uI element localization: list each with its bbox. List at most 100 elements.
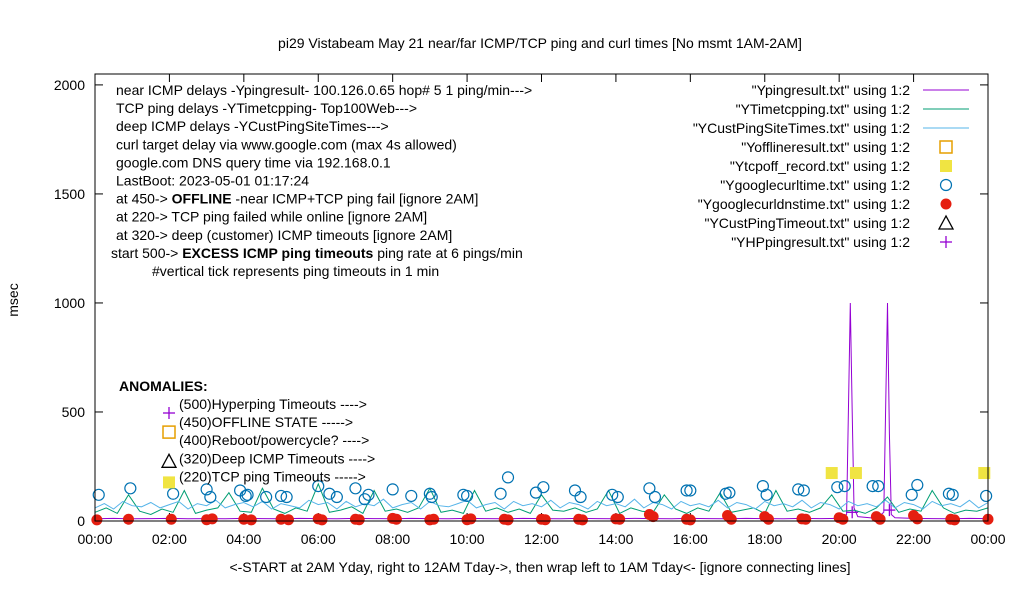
anomaly-label: (320)Deep ICMP Timeouts ----> [179, 450, 375, 466]
data-point [330, 490, 343, 504]
marker-shape [949, 514, 961, 526]
marker-shape [760, 488, 773, 501]
marker-shape [423, 487, 436, 500]
data-point [529, 486, 543, 499]
marker-shape [280, 490, 293, 504]
legend-marker [940, 160, 952, 172]
marker-shape [241, 488, 254, 501]
anomaly-label: (450)OFFLINE STATE -----> [179, 414, 353, 430]
data-point [91, 514, 103, 526]
data-point [762, 513, 774, 525]
x-tick-label: 02:00 [152, 531, 187, 547]
note-line: at 220-> TCP ping failed while online [i… [116, 209, 427, 225]
marker-shape [614, 513, 626, 525]
marker-shape [723, 486, 736, 499]
note-line: #vertical tick represents ping timeouts … [152, 263, 439, 279]
marker-shape [872, 480, 885, 493]
marker-shape [529, 486, 543, 499]
data-point [423, 487, 436, 500]
note-part: curl target delay via www.google.com (ma… [116, 136, 457, 152]
data-point [760, 488, 773, 501]
marker-shape [849, 467, 862, 480]
series-6 [846, 504, 896, 519]
marker-shape [874, 513, 886, 525]
data-point [680, 484, 693, 497]
note-part: at 320-> deep (customer) ICMP timeouts [… [116, 227, 452, 243]
annotation-notes: near ICMP delays -Ypingresult- 100.126.0… [111, 82, 532, 279]
marker-shape [792, 483, 805, 496]
data-point [883, 504, 896, 517]
marker-shape [684, 484, 697, 497]
marker-shape [574, 490, 587, 504]
note-line: curl target delay via www.google.com (ma… [116, 136, 457, 152]
marker-shape [465, 513, 477, 525]
data-marks [91, 302, 994, 526]
data-point [643, 482, 656, 495]
legend-label: "YCustPingTimeout.txt" using 1:2 [704, 215, 910, 231]
data-point [723, 486, 736, 499]
data-point [537, 481, 550, 494]
x-tick-label: 18:00 [747, 531, 782, 547]
data-point [797, 484, 810, 497]
data-point [362, 488, 375, 501]
note-part: near ICMP delays -Ypingresult- 100.126.0… [116, 82, 532, 98]
note-line: LastBoot: 2023-05-01 01:17:24 [116, 173, 309, 189]
data-point [239, 489, 252, 503]
anomalies-legend: ANOMALIES: (500)Hyperping Timeouts ----> (… [119, 378, 375, 489]
marker-shape [978, 467, 991, 480]
legend-label: "Yofflineresult.txt" using 1:2 [741, 139, 910, 155]
note-part: OFFLINE [172, 191, 232, 207]
marker-shape [204, 490, 217, 504]
data-point [576, 514, 588, 526]
marker-shape [980, 489, 993, 503]
note-line: start 500-> EXCESS ICMP ping timeouts pi… [111, 245, 523, 261]
data-point [756, 480, 769, 493]
note-line: near ICMP delays -Ypingresult- 100.126.0… [116, 82, 532, 98]
marker-shape [940, 160, 952, 172]
marker-shape [825, 467, 838, 480]
marker-shape [797, 484, 810, 497]
data-point [725, 513, 737, 525]
series-3 [825, 467, 991, 480]
legend-label: "Ygooglecurldnstime.txt" using 1:2 [698, 196, 910, 212]
marker-shape [905, 488, 918, 501]
anomaly-label: (400)Reboot/powercycle? ----> [179, 432, 369, 448]
note-part: google.com DNS query time via 192.168.0.… [116, 154, 391, 170]
marker-shape [939, 178, 953, 192]
marker-shape [124, 482, 137, 495]
x-tick-label: 10:00 [450, 531, 485, 547]
marker-shape [866, 480, 879, 493]
marker-shape [167, 487, 180, 500]
marker-shape [800, 513, 812, 525]
data-point [460, 489, 474, 503]
anomaly-label: (220)TCP ping Timeouts -----> [179, 468, 366, 484]
marker-shape [323, 487, 336, 500]
marker-shape [274, 489, 288, 503]
marker-shape [330, 490, 343, 504]
note-part: LastBoot: 2023-05-01 01:17:24 [116, 173, 309, 189]
marker-shape [312, 480, 325, 493]
data-point [390, 513, 402, 525]
marker-shape [390, 513, 402, 525]
axis-ticks: 0 500 1000 1500 2000 00:00 02:00 04:00 06:00 08:0… [54, 74, 1006, 547]
marker-shape [386, 483, 399, 496]
data-point [323, 487, 336, 500]
data-point [792, 483, 805, 496]
x-tick-label: 12:00 [524, 531, 559, 547]
note-part: at 450-> [116, 191, 172, 207]
data-point [204, 490, 217, 504]
marker-shape [353, 514, 365, 526]
note-part: at 220-> TCP ping failed while online [i… [116, 209, 427, 225]
data-point [167, 487, 180, 500]
data-point [568, 484, 582, 497]
anomaly-marker [162, 425, 176, 439]
data-point [905, 488, 918, 501]
data-point [980, 489, 993, 503]
data-point [165, 513, 177, 525]
marker-shape [539, 514, 551, 526]
data-point [911, 478, 924, 492]
plot-frame [94, 73, 989, 522]
marker-shape [762, 513, 774, 525]
data-point [978, 467, 991, 480]
legend-label: "Ytcpoff_record.txt" using 1:2 [730, 158, 910, 174]
